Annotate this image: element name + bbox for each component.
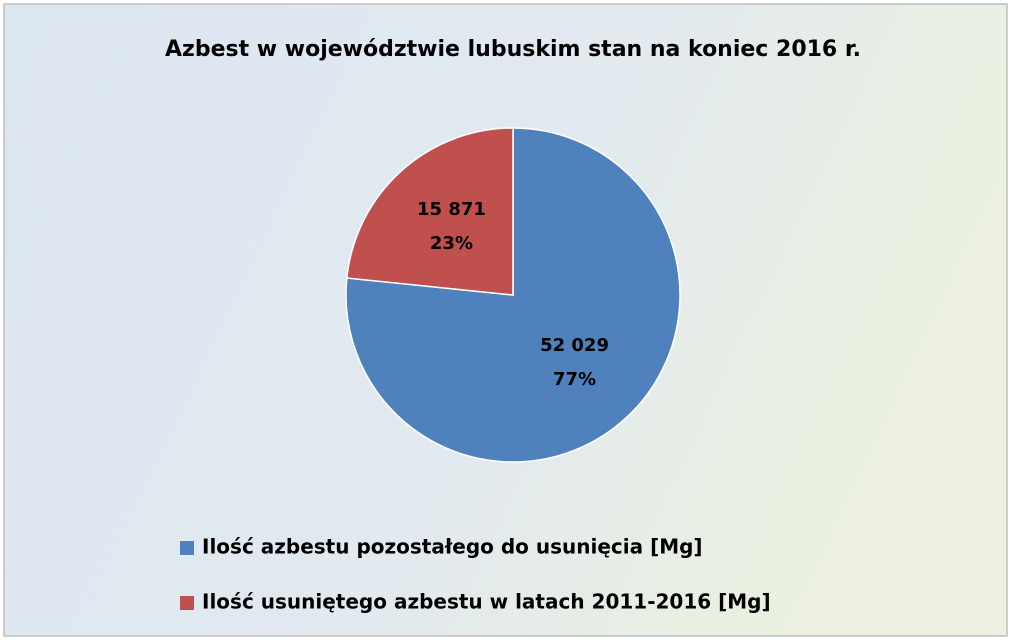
legend-swatch [180, 596, 194, 610]
legend-swatch [180, 541, 194, 555]
percent-label: 77% [553, 369, 596, 390]
pie-slice [346, 127, 514, 296]
value-label: 52 029 [540, 335, 609, 356]
chart-title: Azbest w województwie lubuskim stan na k… [165, 37, 861, 62]
percent-label: 23% [430, 233, 473, 254]
legend-label: Ilość azbestu pozostałego do usunięcia [… [202, 535, 703, 559]
value-label: 15 871 [417, 199, 486, 220]
legend-label: Ilość usuniętego azbestu w latach 2011-2… [202, 590, 771, 614]
